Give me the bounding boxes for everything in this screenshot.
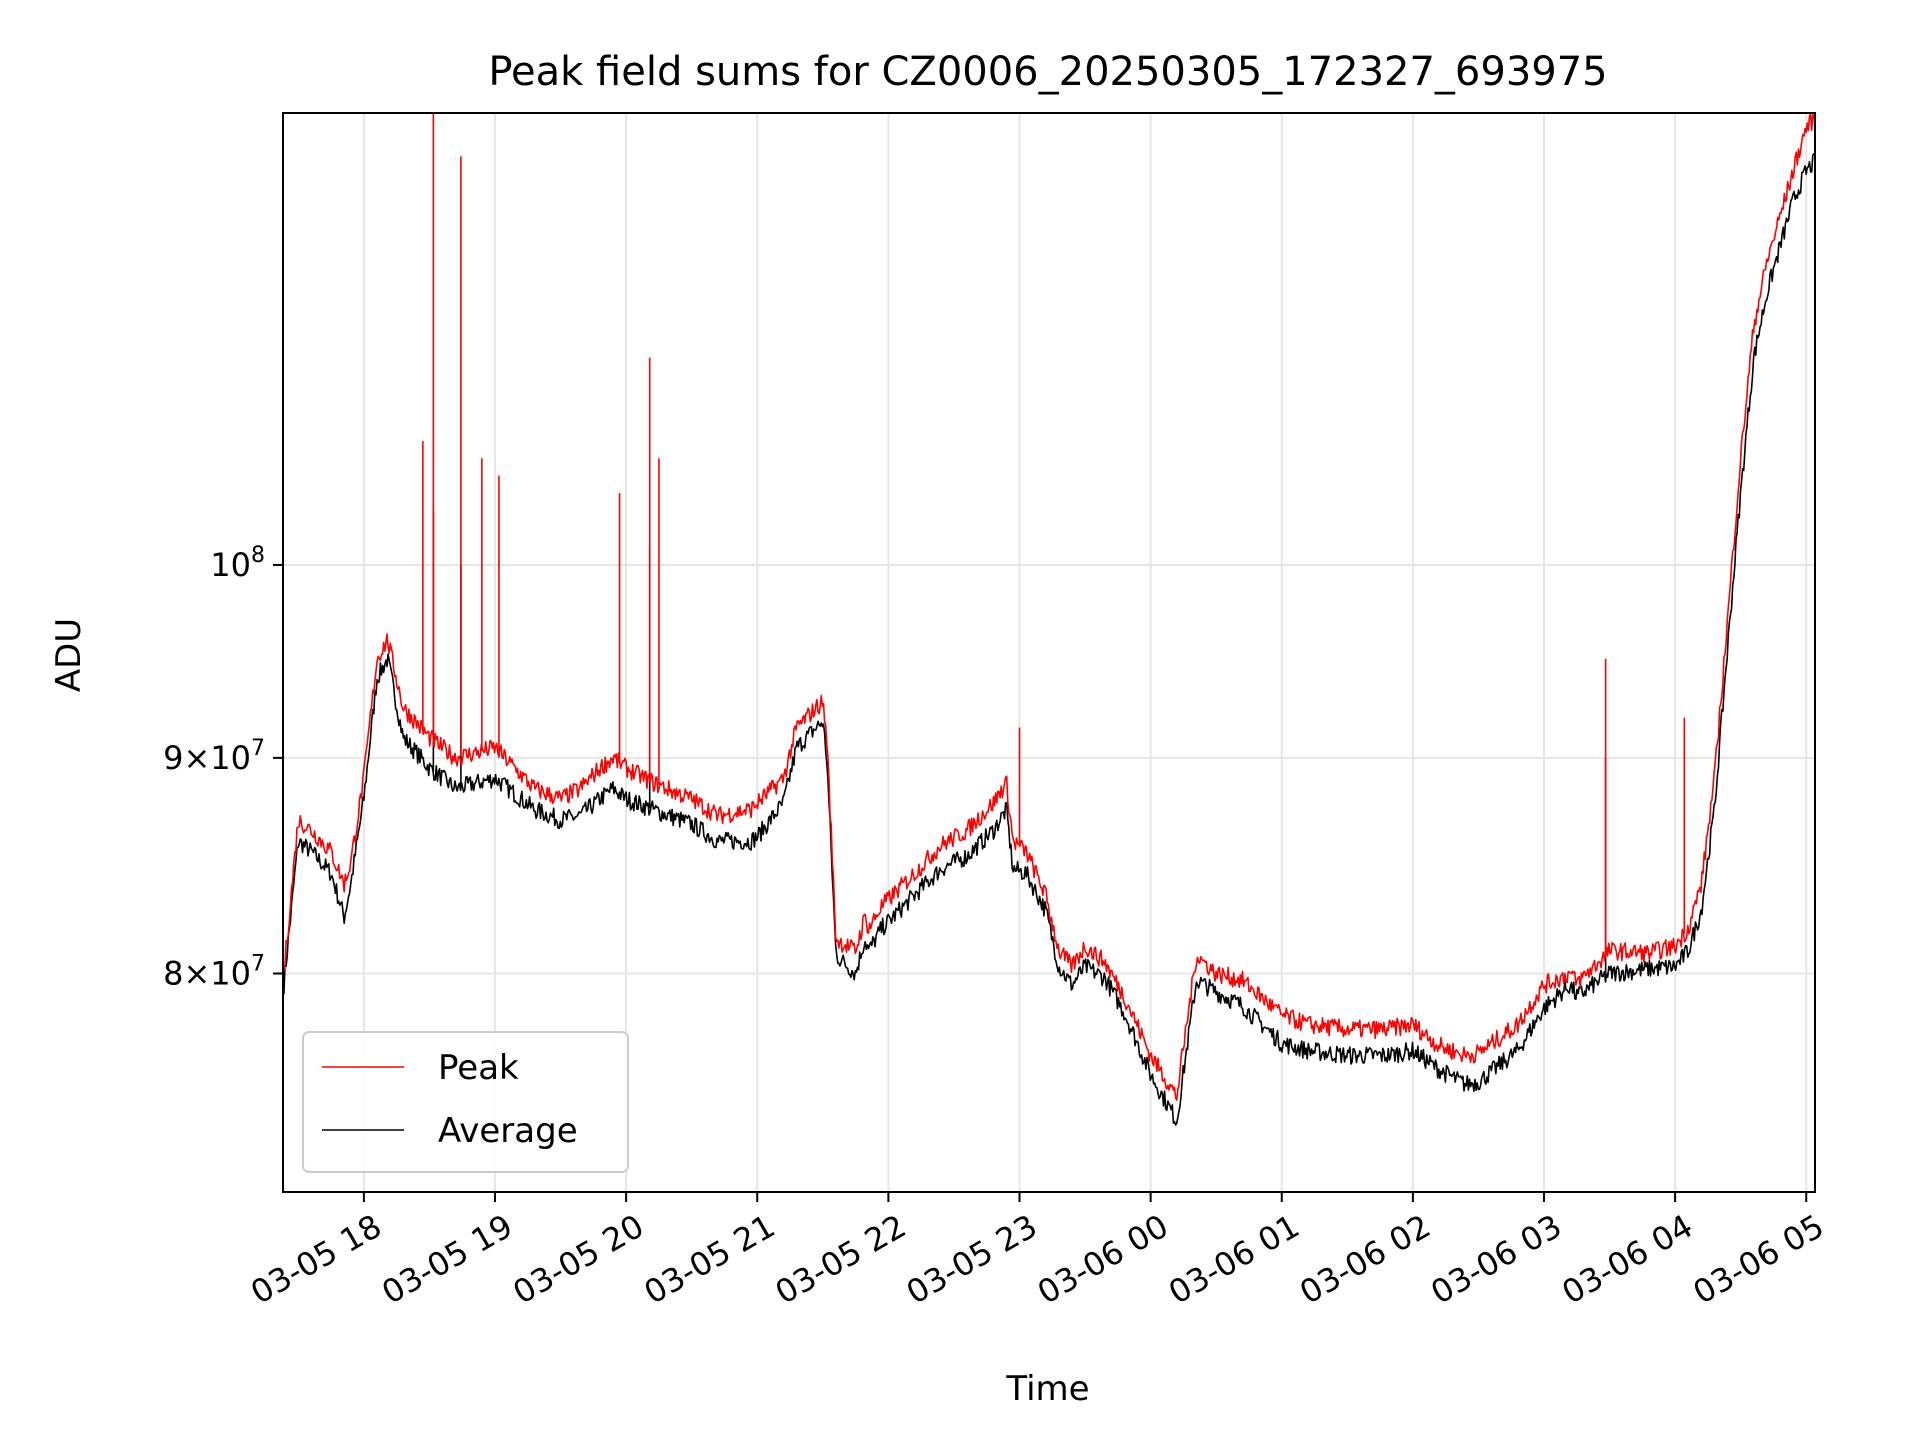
series-layer bbox=[283, 113, 1815, 1126]
x-tick-label: 03-05 20 bbox=[507, 1207, 651, 1312]
plot-frame bbox=[282, 112, 1816, 1193]
legend-label-average: Average bbox=[438, 1111, 578, 1151]
x-tick-label: 03-05 19 bbox=[375, 1207, 519, 1312]
chart-title: Peak field sums for CZ0006_20250305_1723… bbox=[488, 49, 1607, 95]
legend-label-peak: Peak bbox=[438, 1048, 519, 1088]
x-tick-label: 03-05 22 bbox=[769, 1207, 913, 1312]
y-axis-ticks: 8×107 9×107 108 bbox=[163, 543, 283, 992]
y-tick-label: 8×107 bbox=[163, 951, 265, 992]
x-tick-label: 03-06 04 bbox=[1556, 1207, 1700, 1312]
x-tick-label: 03-06 05 bbox=[1687, 1207, 1831, 1312]
x-tick-label: 03-05 23 bbox=[900, 1207, 1044, 1312]
x-axis-label: Time bbox=[1005, 1369, 1089, 1409]
legend: Peak Average bbox=[302, 1031, 629, 1173]
series-line-peak bbox=[283, 113, 1815, 1101]
x-tick-label: 03-06 03 bbox=[1424, 1207, 1568, 1312]
grid bbox=[283, 113, 1815, 1192]
series-line-average bbox=[283, 152, 1815, 1126]
x-tick-label: 03-06 02 bbox=[1293, 1207, 1437, 1312]
x-tick-label: 03-05 18 bbox=[244, 1207, 388, 1312]
y-tick-label: 108 bbox=[210, 543, 265, 584]
x-tick-label: 03-06 01 bbox=[1162, 1207, 1306, 1312]
x-tick-label: 03-06 00 bbox=[1031, 1207, 1175, 1312]
x-tick-label: 03-05 21 bbox=[638, 1207, 782, 1312]
y-axis-label: ADU bbox=[49, 618, 89, 692]
y-tick-label: 9×107 bbox=[163, 736, 265, 777]
